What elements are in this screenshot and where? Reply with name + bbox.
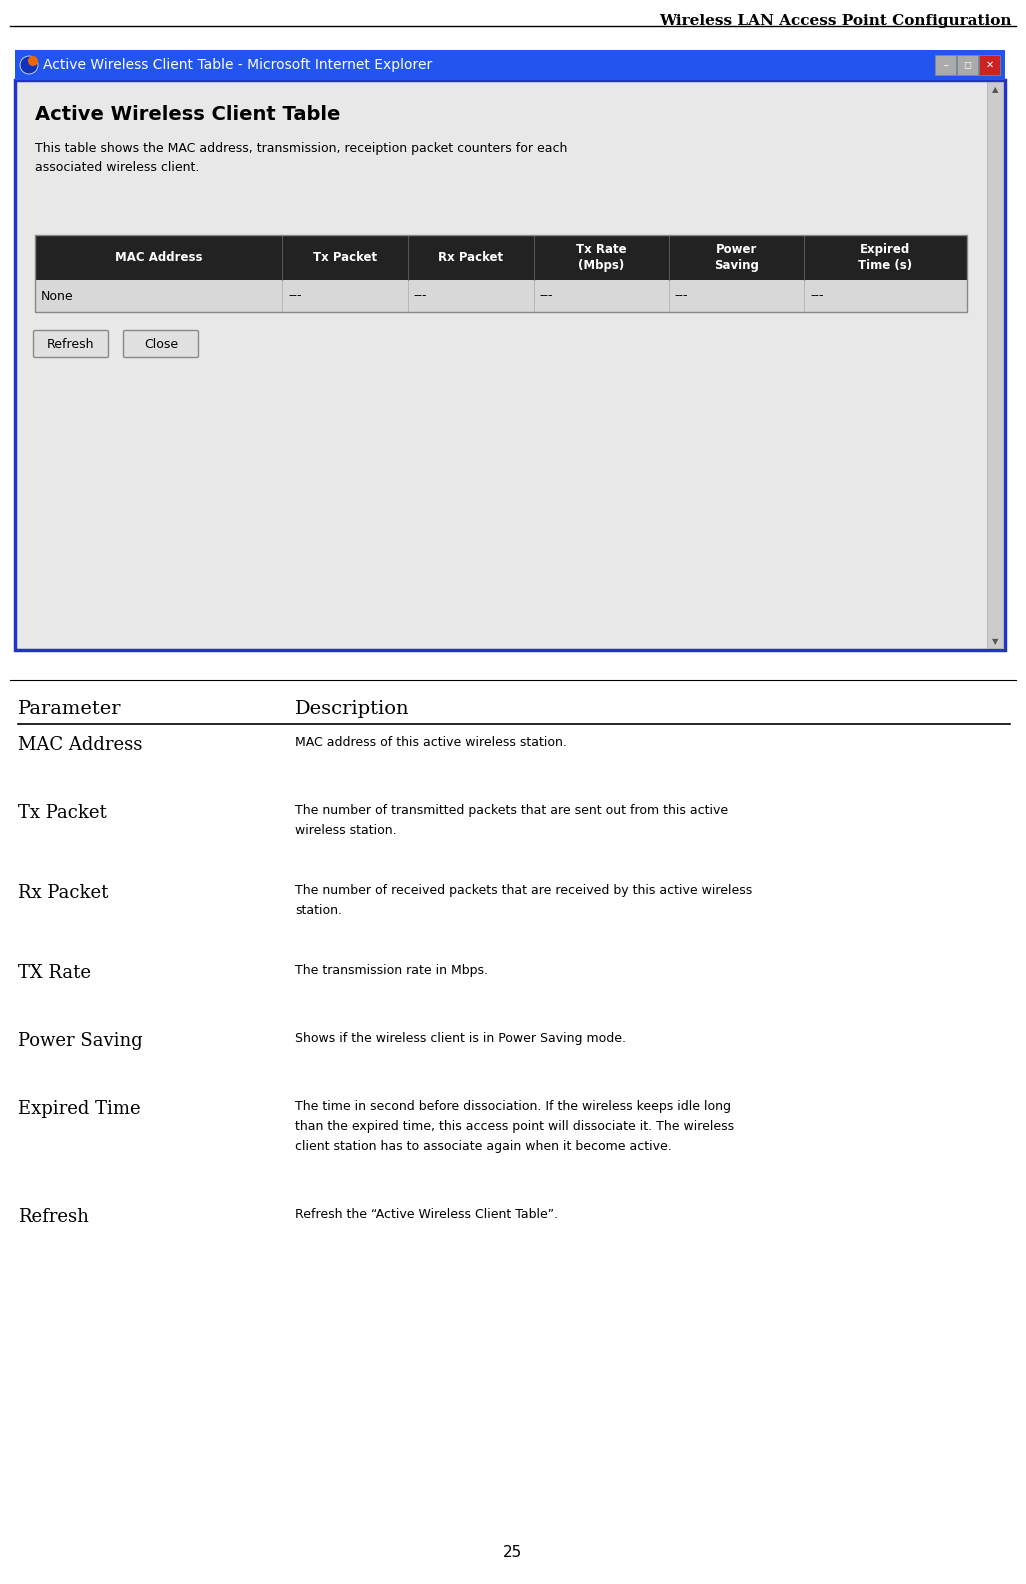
- Text: –: –: [943, 60, 948, 70]
- FancyBboxPatch shape: [34, 331, 109, 358]
- Text: MAC address of this active wireless station.: MAC address of this active wireless stat…: [295, 737, 567, 749]
- FancyBboxPatch shape: [123, 331, 198, 358]
- Text: Expired Time: Expired Time: [18, 1099, 141, 1118]
- Text: Tx Rate
(Mbps): Tx Rate (Mbps): [576, 242, 627, 272]
- Text: ---: ---: [540, 290, 553, 303]
- Text: ---: ---: [288, 290, 302, 303]
- Text: ---: ---: [810, 290, 824, 303]
- Text: ✕: ✕: [985, 60, 993, 70]
- Text: Tx Packet: Tx Packet: [313, 250, 377, 265]
- Bar: [979, 55, 1000, 74]
- Text: Refresh the “Active Wireless Client Table”.: Refresh the “Active Wireless Client Tabl…: [295, 1209, 558, 1221]
- Text: Description: Description: [295, 700, 409, 718]
- Text: This table shows the MAC address, transmission, receiption packet counters for e: This table shows the MAC address, transm…: [35, 143, 567, 174]
- Text: Active Wireless Client Table - Microsoft Internet Explorer: Active Wireless Client Table - Microsoft…: [43, 59, 432, 71]
- Text: Refresh: Refresh: [47, 337, 94, 350]
- Text: None: None: [41, 290, 74, 303]
- Text: Rx Packet: Rx Packet: [18, 884, 109, 901]
- Text: ---: ---: [413, 290, 427, 303]
- Text: Power Saving: Power Saving: [18, 1033, 143, 1050]
- Text: Power
Saving: Power Saving: [714, 242, 759, 272]
- Text: 25: 25: [504, 1544, 522, 1560]
- Text: Rx Packet: Rx Packet: [438, 250, 504, 265]
- Text: ◻: ◻: [963, 60, 972, 70]
- Text: Shows if the wireless client is in Power Saving mode.: Shows if the wireless client is in Power…: [295, 1033, 626, 1045]
- Bar: [935, 55, 956, 74]
- Text: Expired
Time (s): Expired Time (s): [859, 242, 912, 272]
- Text: Parameter: Parameter: [18, 700, 121, 718]
- Text: The number of transmitted packets that are sent out from this active
wireless st: The number of transmitted packets that a…: [295, 805, 728, 836]
- Text: The time in second before dissociation. If the wireless keeps idle long
than the: The time in second before dissociation. …: [295, 1099, 735, 1153]
- Text: Wireless LAN Access Point Configuration: Wireless LAN Access Point Configuration: [660, 14, 1012, 29]
- Text: The transmission rate in Mbps.: The transmission rate in Mbps.: [295, 965, 488, 977]
- Text: ▼: ▼: [992, 637, 998, 646]
- Text: TX Rate: TX Rate: [18, 965, 91, 982]
- Text: MAC Address: MAC Address: [115, 250, 202, 265]
- Bar: [35, 234, 966, 312]
- Text: Close: Close: [144, 337, 179, 350]
- Bar: [15, 81, 1005, 649]
- Text: Active Wireless Client Table: Active Wireless Client Table: [35, 105, 341, 124]
- Text: The number of received packets that are received by this active wireless
station: The number of received packets that are …: [295, 884, 752, 917]
- Text: ▲: ▲: [992, 86, 998, 95]
- Bar: [957, 55, 978, 74]
- Bar: [35, 280, 966, 312]
- Circle shape: [19, 55, 38, 74]
- Text: Tx Packet: Tx Packet: [18, 805, 107, 822]
- Circle shape: [28, 55, 38, 67]
- Bar: [15, 51, 1005, 81]
- Bar: [987, 82, 1003, 648]
- Text: MAC Address: MAC Address: [18, 737, 143, 754]
- Bar: [35, 234, 966, 280]
- Text: Refresh: Refresh: [18, 1209, 89, 1226]
- Text: ---: ---: [675, 290, 688, 303]
